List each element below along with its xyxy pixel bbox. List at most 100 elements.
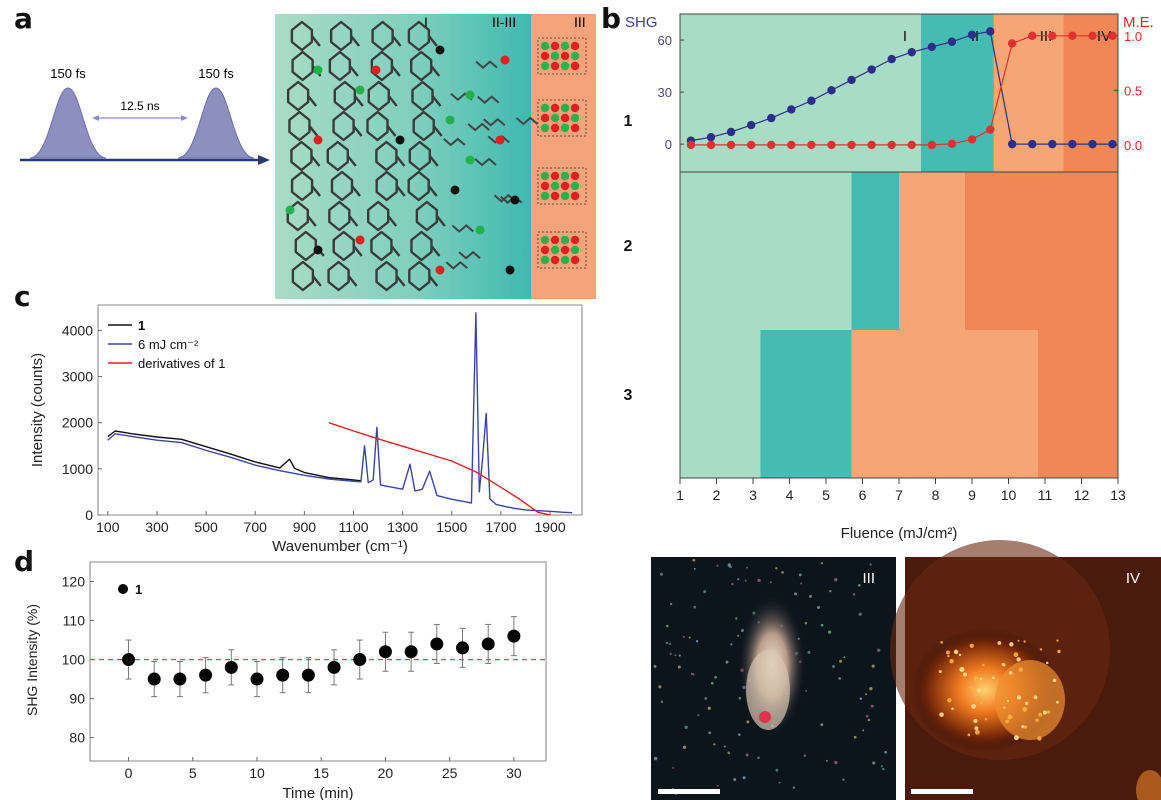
crystal-structure-illustration: I II-III III bbox=[275, 14, 596, 299]
speckle bbox=[973, 676, 979, 681]
x-axis-title: Wavenumber (cm⁻¹) bbox=[272, 538, 408, 555]
atom bbox=[285, 205, 295, 215]
molecule-ring bbox=[367, 80, 398, 112]
speckle bbox=[817, 606, 821, 610]
cluster-cell bbox=[537, 231, 587, 269]
cluster-atom bbox=[550, 171, 560, 181]
series-left-point bbox=[1048, 139, 1057, 149]
legend-label: 1 bbox=[135, 582, 142, 597]
speckle bbox=[703, 590, 707, 594]
atom bbox=[313, 65, 323, 75]
x-tick-label-12: 12 bbox=[1074, 487, 1090, 503]
x-tick-label-100: 100 bbox=[96, 519, 120, 535]
speckle bbox=[757, 578, 761, 582]
cluster-atom bbox=[540, 61, 550, 71]
data-point bbox=[456, 641, 470, 655]
data-point bbox=[199, 668, 213, 682]
x-tick-label-15: 15 bbox=[313, 765, 329, 781]
molecule-ring bbox=[290, 170, 322, 202]
speckle bbox=[669, 652, 672, 655]
speckle bbox=[838, 677, 841, 680]
series-left-point bbox=[1108, 139, 1117, 149]
speckle bbox=[947, 698, 952, 703]
y-tick-label-120: 120 bbox=[62, 574, 86, 590]
speckle bbox=[688, 636, 691, 639]
series-left-point bbox=[706, 132, 716, 142]
speckle bbox=[880, 765, 883, 768]
pulse-label-1: 150 fs bbox=[50, 66, 86, 81]
x-tick-label-3: 3 bbox=[749, 487, 757, 503]
speckle bbox=[677, 665, 681, 669]
cluster-atom bbox=[550, 191, 560, 201]
speckle bbox=[803, 754, 807, 758]
tick-left-0: 0 bbox=[665, 137, 672, 152]
series-left-point bbox=[947, 37, 957, 46]
speckle bbox=[781, 571, 784, 574]
speckle bbox=[1045, 661, 1049, 665]
row-3-segment-I bbox=[680, 330, 761, 478]
molecule-fragment bbox=[474, 157, 497, 167]
speckle bbox=[730, 643, 733, 646]
speckle bbox=[1033, 695, 1038, 700]
speckle bbox=[979, 677, 983, 681]
x-tick-label-900: 900 bbox=[293, 519, 317, 535]
cluster-atom bbox=[550, 123, 560, 133]
molecule-ring bbox=[328, 50, 359, 82]
sample-row-label-2: 2 bbox=[624, 238, 633, 255]
molecule-fragment bbox=[445, 260, 469, 270]
molecule-ring bbox=[288, 110, 319, 142]
regime-label-IV: IV bbox=[1097, 28, 1111, 45]
speckle bbox=[858, 612, 862, 616]
speckle bbox=[682, 745, 687, 749]
speckle bbox=[820, 723, 824, 727]
molecule-ring bbox=[375, 170, 406, 202]
speckle bbox=[775, 567, 778, 570]
axis-title-shg: SHG bbox=[625, 14, 658, 31]
series-left-point bbox=[867, 65, 876, 74]
cluster-atom bbox=[560, 235, 570, 245]
speckle bbox=[708, 731, 711, 735]
molecule-ring bbox=[407, 170, 438, 202]
speckle bbox=[949, 659, 954, 664]
molecule-ring bbox=[370, 230, 401, 262]
cluster-cell bbox=[537, 37, 587, 75]
series-left-point bbox=[847, 75, 856, 85]
cluster-atom bbox=[540, 245, 550, 255]
cluster-atom bbox=[570, 235, 580, 245]
cluster-atom bbox=[540, 171, 550, 181]
speckle bbox=[884, 750, 888, 754]
data-point bbox=[276, 668, 290, 682]
crystal-cluster bbox=[537, 37, 587, 75]
speckle bbox=[829, 589, 832, 593]
data-point bbox=[301, 668, 315, 682]
cluster-atom bbox=[560, 123, 570, 133]
crystal-cluster bbox=[537, 231, 587, 269]
atom bbox=[475, 225, 485, 235]
molecule-ring bbox=[415, 200, 446, 232]
zone-label-I: I bbox=[424, 14, 428, 30]
speckle bbox=[869, 563, 872, 566]
raman-spectrum-chart: 0 1000 2000 3000 4000 100 300 500 700 900 1100 1300… bbox=[29, 304, 583, 555]
speckle bbox=[792, 786, 795, 789]
data-point bbox=[507, 629, 521, 643]
series-right-point bbox=[867, 140, 876, 150]
speckle bbox=[831, 665, 835, 669]
x-tick-label-700: 700 bbox=[244, 519, 268, 535]
speckle bbox=[881, 767, 885, 771]
speckle bbox=[757, 756, 760, 760]
speckle bbox=[695, 639, 699, 643]
series-left-point bbox=[746, 120, 756, 130]
speckle bbox=[867, 718, 871, 722]
micrograph-IV-crystal-tip bbox=[995, 660, 1065, 740]
molecule-fragment bbox=[443, 137, 466, 147]
crystal-background bbox=[275, 14, 531, 299]
speckle bbox=[980, 701, 983, 705]
series-right-point bbox=[746, 140, 756, 150]
cluster-atom bbox=[550, 235, 560, 245]
speckle bbox=[971, 687, 975, 691]
x-tick-label-7: 7 bbox=[895, 487, 903, 503]
molecule-fragment bbox=[475, 60, 498, 69]
series-right-point bbox=[807, 140, 816, 150]
molecule-ring bbox=[375, 260, 406, 292]
speckle bbox=[682, 635, 685, 638]
